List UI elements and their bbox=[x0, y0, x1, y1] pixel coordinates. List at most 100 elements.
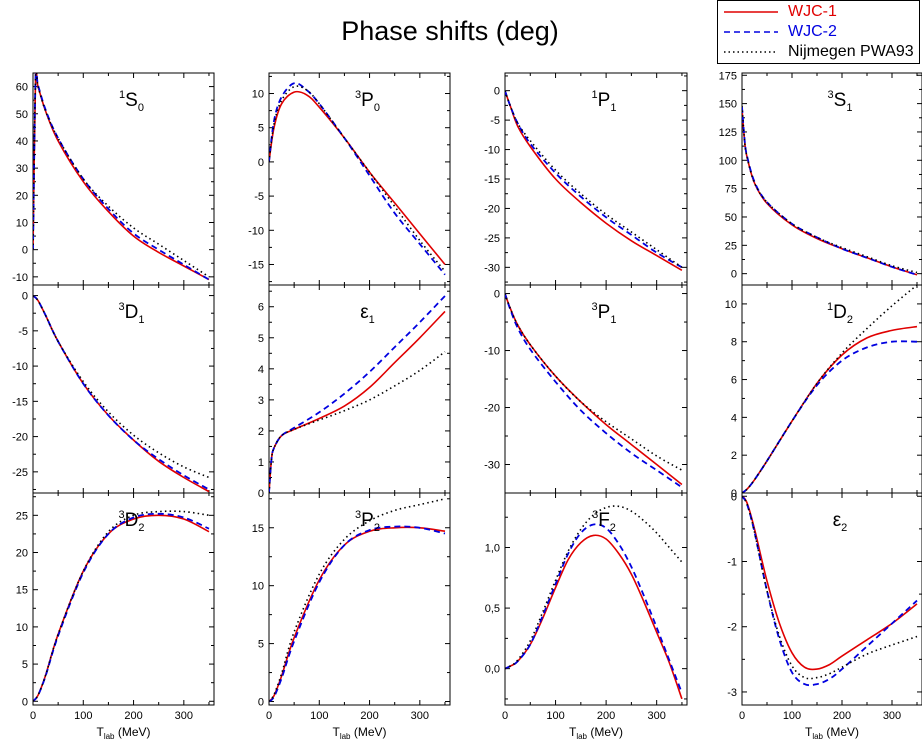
y-tick-label: 4 bbox=[258, 364, 264, 376]
panel-label-sub: 1 bbox=[610, 314, 616, 326]
x-tick-label: 0 bbox=[30, 710, 36, 722]
series-line-nijmegen-pwa93 bbox=[505, 293, 683, 471]
panel-frame bbox=[268, 492, 451, 706]
x-axis-title-unit: (MeV) bbox=[587, 725, 623, 739]
panel-frame bbox=[32, 492, 215, 706]
x-tick-label: 100 bbox=[310, 710, 328, 722]
x-axis-title-main: T bbox=[805, 725, 813, 739]
panel-label-main: D bbox=[125, 510, 139, 531]
panel-label-main: F bbox=[598, 510, 610, 531]
y-tick-label: 0 bbox=[494, 86, 500, 98]
panel-label-sup: 3 bbox=[355, 89, 361, 101]
series-line-wjc-2 bbox=[505, 523, 683, 694]
panel-7: -30 -20 -10 0 3P1 bbox=[484, 284, 688, 494]
x-axis-title: Tlab (MeV) bbox=[569, 725, 623, 741]
y-tick-label: 40 bbox=[16, 136, 28, 148]
panel-curves bbox=[33, 510, 210, 702]
y-tick-label: 1,0 bbox=[485, 543, 500, 555]
y-tick-label: -15 bbox=[12, 396, 28, 408]
panel-label: 1S0 bbox=[119, 89, 144, 114]
y-tick-label: 3 bbox=[258, 395, 264, 407]
panel-label: 3D1 bbox=[119, 301, 145, 326]
panel-frame bbox=[741, 492, 922, 706]
x-tick-label: 300 bbox=[411, 710, 429, 722]
x-axis-title-unit: (MeV) bbox=[115, 725, 151, 739]
x-tick-label: 100 bbox=[783, 710, 801, 722]
y-tick-label: -5 bbox=[254, 191, 264, 203]
series-line-nijmegen-pwa93 bbox=[742, 495, 918, 680]
panel-frame bbox=[504, 72, 688, 286]
panel-10: 0 100 200 300 0 5 10 15 3P2 Tlab (MeV) bbox=[252, 492, 451, 741]
panel-curves bbox=[742, 105, 918, 276]
panel-label: ε2 bbox=[833, 510, 848, 534]
y-tick-label: 60 bbox=[16, 82, 28, 94]
panel-label-sup: 1 bbox=[827, 301, 833, 313]
panel-label-sup: 3 bbox=[119, 509, 125, 521]
y-tick-label: 30 bbox=[16, 163, 28, 175]
series-line-wjc-2 bbox=[269, 295, 446, 493]
y-tick-label: 6 bbox=[731, 375, 737, 387]
panel-3: -30 -25 -20 -15 -10 -5 0 1P1 bbox=[484, 72, 688, 286]
y-tick-label: -5 bbox=[490, 115, 500, 127]
x-axis-title-main: T bbox=[332, 725, 340, 739]
panel-curves bbox=[269, 295, 446, 493]
x-tick-label: 200 bbox=[124, 710, 142, 722]
x-axis-title-unit: (MeV) bbox=[823, 725, 859, 739]
legend-label-nijmegen: Nijmegen PWA93 bbox=[788, 43, 914, 60]
legend: WJC-1 WJC-2 Nijmegen PWA93 bbox=[717, 0, 920, 64]
panel-label: 3P2 bbox=[355, 509, 380, 534]
series-line-nijmegen-pwa93 bbox=[269, 85, 446, 272]
y-tick-label: 10 bbox=[252, 581, 264, 593]
panel-label-sub: 2 bbox=[847, 314, 853, 326]
x-tick-label: 300 bbox=[647, 710, 665, 722]
panel-label-main: P bbox=[361, 90, 374, 111]
y-tick-label: 50 bbox=[16, 109, 28, 121]
panel-label-sup: 3 bbox=[592, 509, 598, 521]
series-line-nijmegen-pwa93 bbox=[742, 105, 918, 274]
panel-label-main: P bbox=[361, 510, 374, 531]
panel-label-sup: 1 bbox=[592, 89, 598, 101]
panel-frame bbox=[32, 72, 215, 286]
panel-frame bbox=[504, 284, 688, 494]
panel-label-sub: 0 bbox=[138, 102, 144, 114]
series-line-wjc-2 bbox=[505, 90, 683, 269]
series-line-wjc-1 bbox=[742, 109, 918, 276]
panel-label-sup: 3 bbox=[592, 301, 598, 313]
y-tick-label: -15 bbox=[484, 174, 500, 186]
panel-label: 3S1 bbox=[828, 89, 853, 114]
panel-label-sub: 0 bbox=[374, 102, 380, 114]
panel-12: 0 100 200 300 -3 -2 -1 0 ε2 Tlab (MeV) bbox=[727, 491, 922, 741]
y-tick-label: -5 bbox=[18, 326, 28, 338]
y-tick-label: -25 bbox=[484, 233, 500, 245]
y-tick-label: 0 bbox=[22, 696, 28, 708]
panel-curves bbox=[505, 293, 683, 489]
series-line-nijmegen-pwa93 bbox=[505, 505, 683, 670]
x-axis-title-unit: (MeV) bbox=[351, 725, 387, 739]
y-tick-label: -20 bbox=[12, 432, 28, 444]
x-tick-label: 100 bbox=[74, 710, 92, 722]
panel-curves bbox=[742, 285, 918, 493]
series-line-nijmegen-pwa93 bbox=[269, 351, 446, 493]
panel-label-sup: 3 bbox=[355, 509, 361, 521]
y-tick-label: 0 bbox=[731, 488, 737, 500]
series-line-wjc-2 bbox=[33, 294, 210, 491]
y-tick-label: -30 bbox=[484, 460, 500, 472]
y-tick-label: 5 bbox=[258, 123, 264, 135]
panel-curves bbox=[33, 73, 210, 281]
panel-label: ε1 bbox=[360, 302, 375, 326]
y-tick-label: 2 bbox=[731, 450, 737, 462]
y-tick-label: -2 bbox=[727, 622, 737, 634]
panel-label-sub: 2 bbox=[841, 522, 847, 534]
panel-curves bbox=[269, 82, 446, 276]
panel-label-sub: 2 bbox=[138, 522, 144, 534]
panel-label: 3P1 bbox=[592, 301, 617, 326]
x-axis-title-sub: lab bbox=[340, 732, 351, 741]
y-tick-label: 0,0 bbox=[485, 664, 500, 676]
x-axis-title: Tlab (MeV) bbox=[332, 725, 386, 741]
panel-label-main: ε bbox=[360, 302, 369, 323]
legend-swatch-wjc1 bbox=[724, 11, 778, 13]
x-tick-label: 0 bbox=[739, 710, 745, 722]
